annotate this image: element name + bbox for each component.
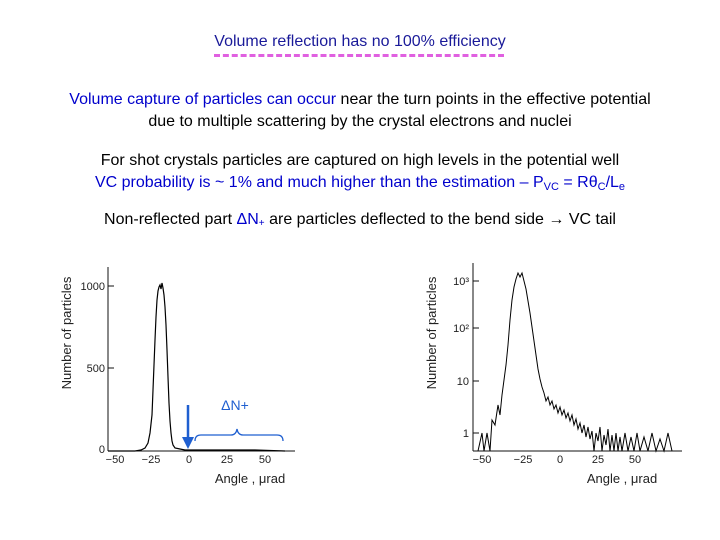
right-xlabel: Angle , μrad — [587, 471, 657, 486]
left-arrowhead — [182, 437, 194, 449]
right-xtick-0: 0 — [557, 454, 563, 466]
left-histogram: Number of particles 1000 500 0 −50 −25 0… — [59, 267, 295, 486]
p2-line2: VC probability is ~ 1% and much higher t… — [94, 174, 626, 193]
left-histogram-curve — [108, 282, 286, 452]
right-xtick-50: 50 — [629, 454, 641, 466]
p2-line2-slash: /L — [605, 174, 619, 191]
right-ytick-10: 10 — [457, 376, 469, 388]
left-ytick-1000: 1000 — [81, 281, 105, 293]
volume-capture-highlight: Volume capture of particles can occur — [69, 91, 337, 108]
p1-line1-rest: near the turn points in the effective po… — [336, 91, 651, 108]
right-histogram: Number of particles 10³ 10² 10 1 −50 −25… — [424, 263, 682, 486]
left-brace — [194, 428, 284, 442]
right-xtick-m50: −50 — [473, 454, 492, 466]
left-ylabel: Number of particles — [59, 276, 74, 389]
left-ytick-0: 0 — [99, 444, 105, 456]
left-xtick-0: 0 — [186, 454, 192, 466]
paragraph-non-reflected: Non-reflected part ΔN+ are particles def… — [0, 211, 720, 229]
left-xlabel: Angle , μrad — [215, 471, 285, 486]
right-histogram-curve — [477, 271, 673, 453]
p2-line2-main: VC probability is ~ 1% and much higher t… — [94, 174, 544, 191]
p3-prefix: Non-reflected part — [104, 211, 237, 228]
right-ytick-1000: 10³ — [453, 276, 469, 288]
p2-sub-vc: VC — [543, 181, 559, 193]
paragraph-short-crystals: For shot crystals particles are captured… — [0, 150, 720, 198]
p3-dn-sub: + — [258, 218, 265, 229]
left-xtick-25: 25 — [221, 454, 233, 466]
title-underline — [214, 54, 504, 57]
right-xtick-m25: −25 — [514, 454, 533, 466]
left-ytick-500: 500 — [87, 363, 105, 375]
right-ytick-100: 10² — [453, 323, 469, 335]
right-xtick-25: 25 — [592, 454, 604, 466]
paragraph-volume-capture: Volume capture of particles can occur ne… — [0, 89, 720, 133]
p3-delta-n: ΔN+ — [236, 211, 265, 229]
slide-title: Volume reflection has no 100% efficiency — [214, 33, 506, 50]
left-xtick-m25: −25 — [142, 454, 161, 466]
left-xtick-m50: −50 — [106, 454, 125, 466]
right-ylabel: Number of particles — [424, 276, 439, 389]
right-ytick-1: 1 — [463, 428, 469, 440]
p2-sub-e: e — [618, 181, 626, 193]
p2-sub-c: C — [597, 181, 606, 193]
left-xtick-50: 50 — [259, 454, 271, 466]
p1-line2: due to multiple scattering by the crysta… — [148, 113, 572, 130]
p3-dn-text: ΔN — [236, 211, 259, 228]
p2-line1: For shot crystals particles are captured… — [100, 152, 620, 169]
left-annotation-dn: ΔN+ — [221, 397, 249, 413]
p3-suffix: are particles deflected to the bend side… — [264, 211, 616, 228]
p2-line2-mid: = Rθ — [558, 174, 598, 191]
